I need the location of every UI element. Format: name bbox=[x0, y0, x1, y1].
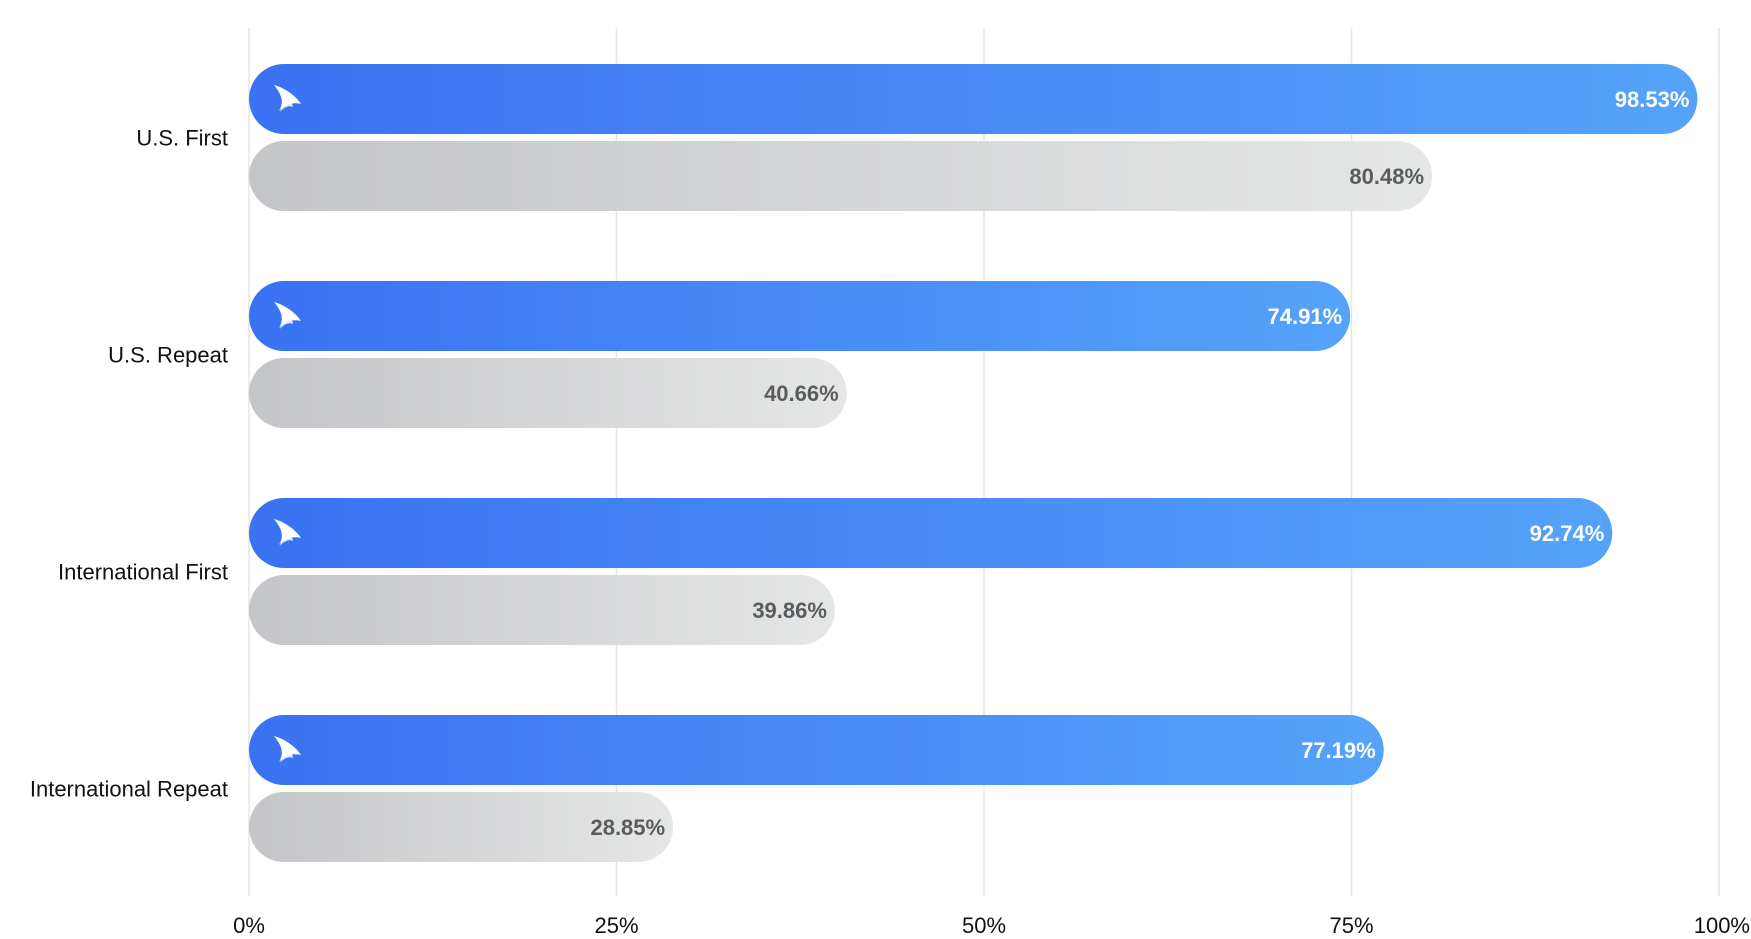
data-label: 40.66% bbox=[764, 381, 839, 406]
bar-series2-3 bbox=[249, 792, 674, 862]
swoosh-logo-icon bbox=[274, 519, 301, 546]
x-tick-label: 75% bbox=[1329, 913, 1373, 938]
x-axis-ticks: 0% 25% 50% 75% 100% bbox=[233, 913, 1750, 938]
data-label: 77.19% bbox=[1301, 738, 1376, 763]
swoosh-logo-icon bbox=[274, 302, 301, 329]
swoosh-logo-icon bbox=[274, 736, 301, 763]
bar-series1-1 bbox=[249, 281, 1351, 351]
bar-series2-0 bbox=[249, 141, 1433, 211]
x-tick-label: 0% bbox=[233, 913, 265, 938]
bar-series2-2 bbox=[249, 575, 835, 645]
bar-series1-3 bbox=[249, 715, 1384, 785]
category-labels: U.S. First U.S. Repeat International First… bbox=[30, 126, 228, 802]
x-tick-label: 25% bbox=[594, 913, 638, 938]
data-label: 80.48% bbox=[1349, 164, 1424, 189]
category-label: International Repeat bbox=[30, 777, 228, 802]
data-label: 98.53% bbox=[1615, 87, 1690, 112]
x-tick-label: 50% bbox=[962, 913, 1006, 938]
bar-series2-1 bbox=[249, 358, 847, 428]
data-label: 39.86% bbox=[752, 598, 827, 623]
x-tick-label: 100% bbox=[1694, 913, 1750, 938]
data-label: 74.91% bbox=[1268, 304, 1343, 329]
bar-series1-2 bbox=[249, 498, 1613, 568]
category-label: U.S. First bbox=[136, 126, 228, 151]
bar-series1-0 bbox=[249, 64, 1698, 134]
bars: 98.53% 74.91% 92.74% 77.19% 80.48% 40.66% 39.8… bbox=[249, 64, 1698, 862]
data-label: 28.85% bbox=[590, 815, 665, 840]
swoosh-logo-icon bbox=[274, 85, 301, 112]
data-label: 92.74% bbox=[1530, 521, 1605, 546]
category-label: International First bbox=[58, 560, 228, 585]
category-label: U.S. Repeat bbox=[108, 343, 228, 368]
